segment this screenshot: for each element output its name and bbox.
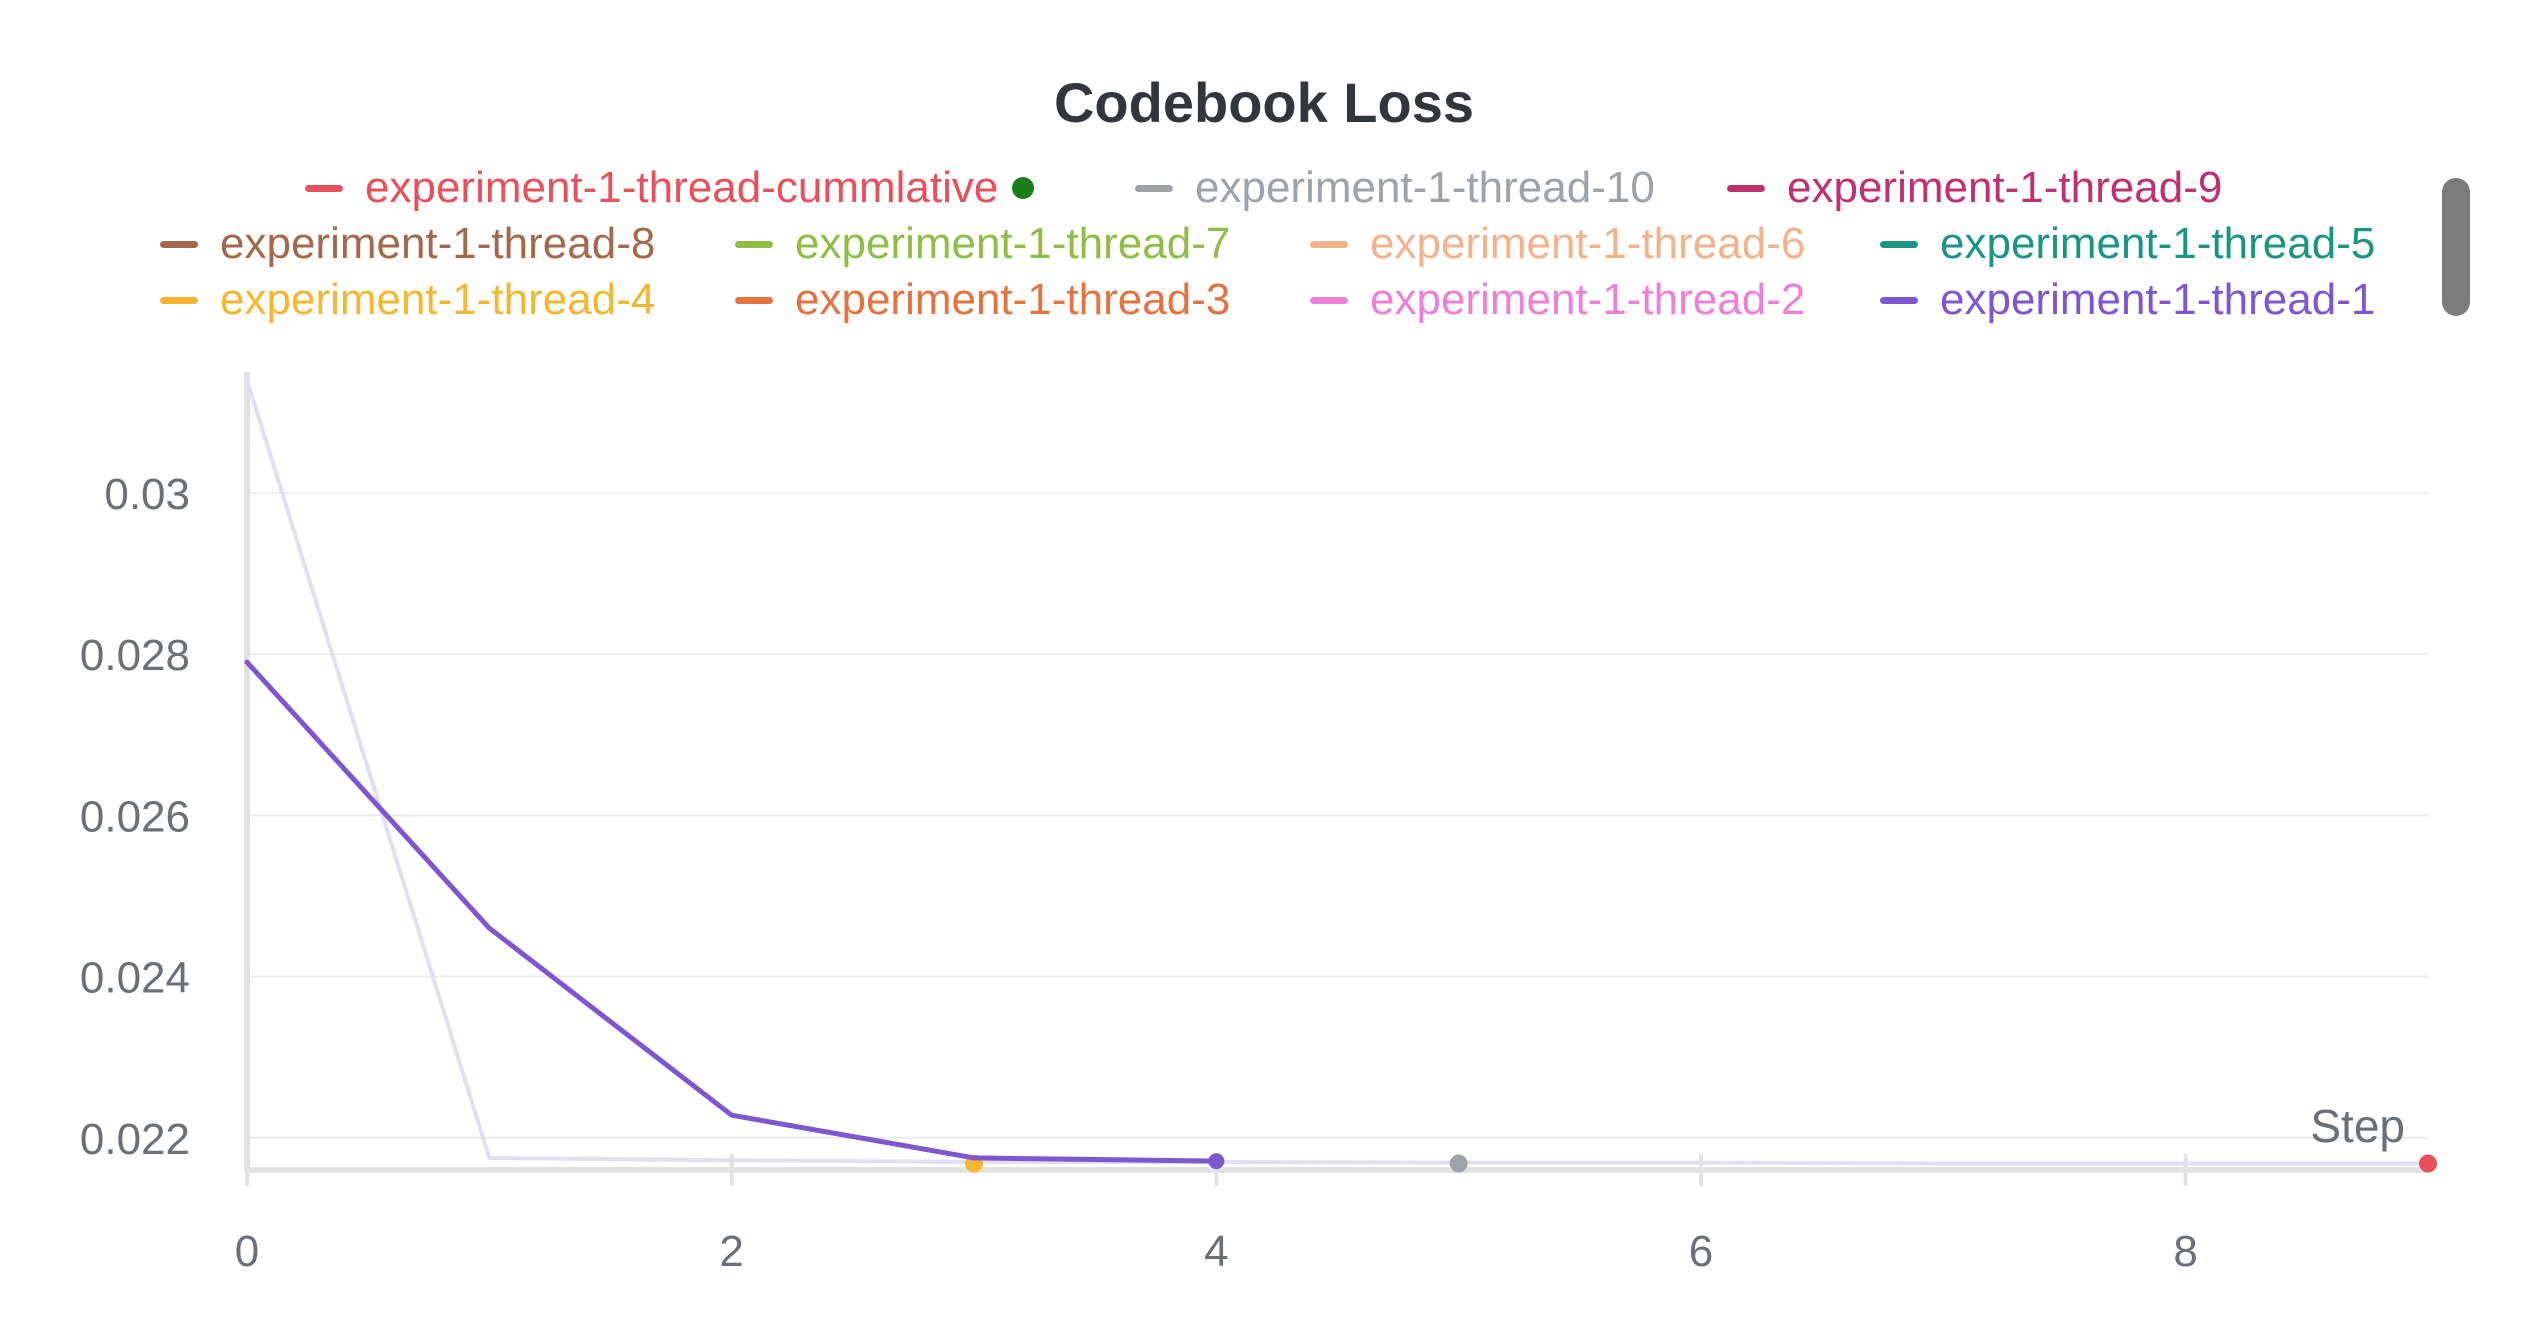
legend-label: experiment-1-thread-2 (1370, 275, 1806, 324)
legend-label: experiment-1-thread-7 (795, 219, 1231, 268)
legend-label: experiment-1-thread-1 (1940, 275, 2376, 324)
legend-item-thread-10[interactable]: experiment-1-thread-10 (1135, 160, 1655, 216)
y-tick-label: 0.028 (80, 631, 190, 680)
legend-label: experiment-1-thread-5 (1940, 219, 2376, 268)
legend-item-thread-5[interactable]: experiment-1-thread-5 (1880, 216, 2375, 272)
legend-swatch (305, 184, 343, 192)
legend-row-3: experiment-1-thread-4 experiment-1-threa… (0, 272, 2528, 328)
legend-status-dot-icon (1012, 177, 1035, 199)
legend-swatch (1727, 184, 1765, 192)
legend-label: experiment-1-thread-6 (1370, 219, 1806, 268)
series-end-point-experiment-1-thread-1 (1208, 1153, 1225, 1170)
legend-label: experiment-1-thread-8 (220, 219, 656, 268)
series-point-experiment-1-thread-10 (1449, 1154, 1468, 1173)
legend-item-thread-8[interactable]: experiment-1-thread-8 (160, 216, 655, 272)
y-tick-label: 0.026 (80, 792, 190, 841)
legend-label: experiment-1-thread-10 (1195, 163, 1655, 212)
x-tick-label: 8 (2173, 1227, 2197, 1276)
y-tick-label: 0.022 (80, 1115, 190, 1164)
legend-item-thread-4[interactable]: experiment-1-thread-4 (160, 272, 655, 328)
legend-item-thread-3[interactable]: experiment-1-thread-3 (735, 272, 1230, 328)
legend-swatch (1880, 240, 1918, 248)
legend-swatch (735, 296, 773, 304)
chart-title: Codebook Loss (1053, 71, 1475, 134)
legend-label: experiment-1-thread-cummlative (365, 163, 999, 212)
legend-swatch (1880, 296, 1918, 304)
legend-item-thread-1[interactable]: experiment-1-thread-1 (1880, 272, 2375, 328)
x-tick-label: 2 (719, 1227, 743, 1276)
legend-scrollbar[interactable] (2442, 178, 2470, 316)
legend-item-cummlative[interactable]: experiment-1-thread-cummlative (305, 160, 1035, 216)
y-tick-label: 0.024 (80, 954, 190, 1003)
series-line-faded (245, 379, 2428, 1166)
legend-item-thread-2[interactable]: experiment-1-thread-2 (1310, 272, 1805, 328)
y-tick-label: 0.03 (104, 470, 190, 519)
legend-row-2: experiment-1-thread-8 experiment-1-threa… (0, 216, 2528, 272)
legend-swatch (1310, 296, 1348, 304)
legend-swatch (160, 296, 198, 304)
series-line-experiment-1-thread-1 (244, 659, 1219, 1164)
x-axis-label: Step (2310, 1100, 2405, 1152)
legend-item-thread-7[interactable]: experiment-1-thread-7 (735, 216, 1230, 272)
legend-label: experiment-1-thread-9 (1787, 163, 2223, 212)
legend-item-thread-6[interactable]: experiment-1-thread-6 (1310, 216, 1805, 272)
x-tick-label: 0 (235, 1227, 259, 1276)
legend-swatch (1135, 184, 1173, 192)
legend-swatch (160, 240, 198, 248)
legend-swatch (1310, 240, 1348, 248)
x-tick-label: 6 (1689, 1227, 1713, 1276)
legend-item-thread-9[interactable]: experiment-1-thread-9 (1727, 160, 2222, 216)
legend-swatch (735, 240, 773, 248)
legend-row-1: experiment-1-thread-cummlative experimen… (0, 160, 2528, 216)
legend-label: experiment-1-thread-3 (795, 275, 1231, 324)
x-tick-label: 4 (1204, 1227, 1228, 1276)
legend-label: experiment-1-thread-4 (220, 275, 656, 324)
series-point-experiment-1-thread-cummlative (2419, 1154, 2437, 1173)
